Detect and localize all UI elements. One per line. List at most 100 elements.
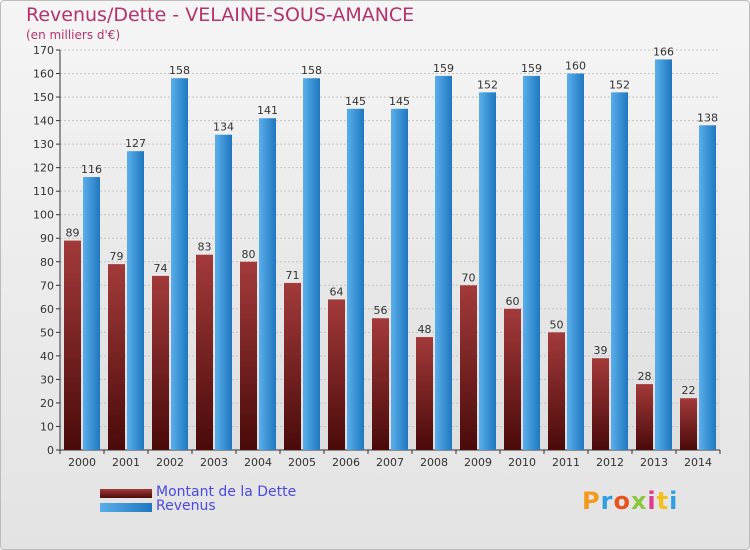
y-tick-label: 120 xyxy=(33,162,54,175)
legend-label-dette: Montant de la Dette xyxy=(156,484,297,500)
bar-revenus xyxy=(127,151,144,451)
proxiti-logo: Proxiti xyxy=(582,487,678,515)
data-label-dette: 22 xyxy=(682,384,696,397)
bar-dette xyxy=(460,285,477,450)
x-tick-label: 2014 xyxy=(684,456,712,469)
data-label-dette: 80 xyxy=(242,248,256,261)
bar-dette xyxy=(372,318,389,450)
x-tick-label: 2007 xyxy=(376,456,404,469)
bar-revenus xyxy=(699,125,716,450)
logo-letter: r xyxy=(600,487,614,515)
chart-subtitle: (en milliers d'€) xyxy=(26,28,121,42)
x-tick-label: 2001 xyxy=(112,456,140,469)
bar-revenus xyxy=(391,108,408,450)
data-label-revenus: 160 xyxy=(565,60,586,73)
chart-title: Revenus/Dette - VELAINE-SOUS-AMANCE xyxy=(26,4,415,26)
data-label-revenus: 159 xyxy=(433,62,454,75)
bar-dette xyxy=(240,261,257,450)
data-label-dette: 74 xyxy=(154,262,168,275)
data-label-revenus: 159 xyxy=(521,62,542,75)
x-tick-label: 2010 xyxy=(508,456,536,469)
x-tick-label: 2002 xyxy=(156,456,184,469)
logo-letter: o xyxy=(613,487,631,515)
data-label-dette: 60 xyxy=(506,295,520,308)
y-tick-label: 140 xyxy=(33,115,54,128)
data-label-revenus: 145 xyxy=(389,95,410,108)
data-label-revenus: 158 xyxy=(169,64,190,77)
x-tick-label: 2006 xyxy=(332,456,360,469)
bar-revenus xyxy=(83,177,100,450)
logo-letter: x xyxy=(630,487,648,515)
y-tick-label: 70 xyxy=(40,279,54,292)
data-label-revenus: 134 xyxy=(213,121,234,134)
bar-revenus xyxy=(523,75,540,450)
bar-dette xyxy=(284,282,301,450)
bar-revenus xyxy=(655,59,672,450)
y-tick-label: 130 xyxy=(33,138,54,151)
y-tick-label: 150 xyxy=(33,91,54,104)
bar-revenus xyxy=(567,73,584,450)
bar-revenus xyxy=(435,75,452,450)
bar-revenus xyxy=(259,118,276,450)
logo-letter: t xyxy=(656,487,670,515)
legend-swatch-revenus xyxy=(100,503,152,512)
bar-revenus xyxy=(347,108,364,450)
bar-revenus xyxy=(215,134,232,451)
y-tick-label: 110 xyxy=(33,185,54,198)
y-tick-label: 30 xyxy=(40,373,54,386)
logo-letter: i xyxy=(669,487,679,515)
data-label-revenus: 141 xyxy=(257,104,278,117)
bar-revenus xyxy=(611,92,628,451)
y-tick-label: 50 xyxy=(40,326,54,339)
data-label-dette: 56 xyxy=(374,304,388,317)
bar-dette xyxy=(636,384,653,450)
x-tick-label: 2008 xyxy=(420,456,448,469)
y-tick-label: 40 xyxy=(40,350,54,363)
legend-label-revenus: Revenus xyxy=(156,498,216,514)
plot-area xyxy=(60,50,720,450)
data-label-revenus: 152 xyxy=(609,78,630,91)
data-label-revenus: 127 xyxy=(125,137,146,150)
data-label-revenus: 158 xyxy=(301,64,322,77)
data-label-dette: 50 xyxy=(550,318,564,331)
logo-letter: P xyxy=(582,487,601,515)
logo-letter: i xyxy=(647,487,657,515)
y-tick-label: 100 xyxy=(33,209,54,222)
data-label-dette: 64 xyxy=(330,285,344,298)
data-label-dette: 48 xyxy=(418,323,432,336)
data-label-revenus: 166 xyxy=(653,45,674,58)
y-tick-label: 170 xyxy=(33,44,54,57)
data-label-dette: 28 xyxy=(638,370,652,383)
data-label-revenus: 145 xyxy=(345,95,366,108)
x-tick-label: 2003 xyxy=(200,456,228,469)
bar-dette xyxy=(152,275,169,450)
x-tick-label: 2005 xyxy=(288,456,316,469)
x-tick-label: 2013 xyxy=(640,456,668,469)
data-label-dette: 71 xyxy=(286,269,300,282)
bar-dette xyxy=(504,308,521,450)
y-tick-label: 90 xyxy=(40,232,54,245)
y-tick-label: 0 xyxy=(47,444,54,457)
bar-dette xyxy=(64,240,81,450)
data-label-dette: 83 xyxy=(198,241,212,254)
x-tick-label: 2009 xyxy=(464,456,492,469)
bar-revenus xyxy=(479,92,496,451)
x-tick-label: 2012 xyxy=(596,456,624,469)
bar-dette xyxy=(548,332,565,450)
data-label-dette: 89 xyxy=(66,227,80,240)
bar-dette xyxy=(328,299,345,450)
x-tick-label: 2004 xyxy=(244,456,272,469)
data-label-revenus: 138 xyxy=(697,111,718,124)
y-tick-label: 80 xyxy=(40,256,54,269)
bar-dette xyxy=(196,254,213,450)
data-label-revenus: 152 xyxy=(477,78,498,91)
bar-revenus xyxy=(171,78,188,450)
data-label-dette: 39 xyxy=(594,344,608,357)
x-tick-label: 2000 xyxy=(68,456,96,469)
bar-dette xyxy=(108,264,125,450)
bar-dette xyxy=(416,337,433,450)
data-label-revenus: 116 xyxy=(81,163,102,176)
y-tick-label: 60 xyxy=(40,303,54,316)
y-tick-label: 160 xyxy=(33,68,54,81)
